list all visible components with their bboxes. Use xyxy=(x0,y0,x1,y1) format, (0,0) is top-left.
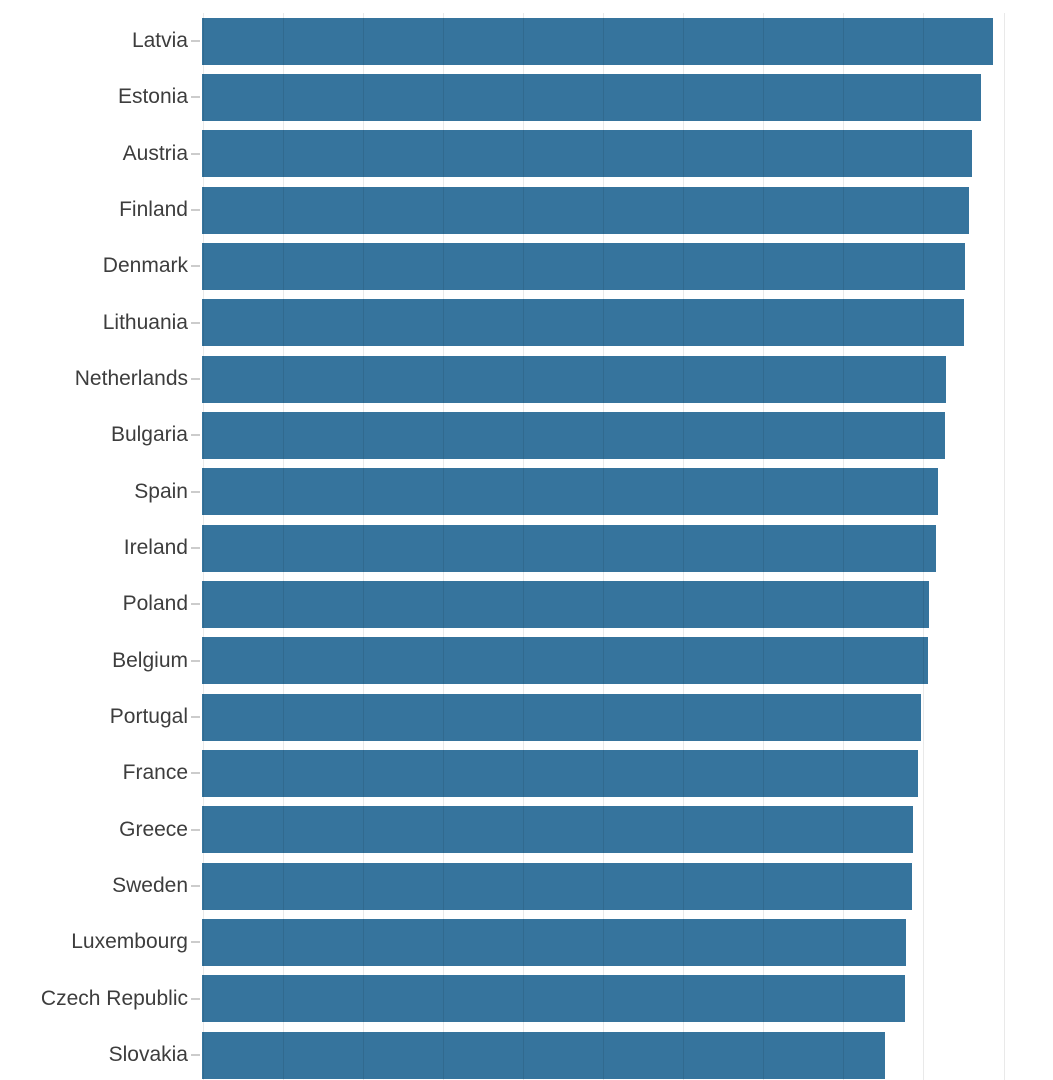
axis-tick xyxy=(191,716,200,719)
axis-tick xyxy=(191,96,200,99)
axis-tick xyxy=(191,828,200,831)
gridline xyxy=(1003,13,1005,1080)
axis-tick xyxy=(191,997,200,1000)
axis-tick xyxy=(191,434,200,437)
axis-tick xyxy=(191,941,200,944)
category-label: Austria xyxy=(122,141,188,165)
axis-tick xyxy=(191,40,200,43)
axis-tick xyxy=(191,209,200,212)
category-label: Poland xyxy=(122,592,188,616)
category-label: Portugal xyxy=(109,705,188,729)
category-label: Finland xyxy=(119,198,188,222)
category-label: Sweden xyxy=(112,874,188,898)
bar xyxy=(202,693,922,741)
bar xyxy=(202,130,972,178)
axis-tick xyxy=(191,547,200,550)
bar xyxy=(202,355,947,403)
axis-tick xyxy=(191,265,200,268)
category-label: Slovakia xyxy=(108,1043,188,1067)
axis-tick xyxy=(191,378,200,381)
axis-tick xyxy=(191,603,200,606)
axis-tick xyxy=(191,885,200,888)
category-label: Latvia xyxy=(131,29,188,53)
category-label: Belgium xyxy=(112,648,188,672)
bar xyxy=(202,186,969,234)
bar xyxy=(202,580,929,628)
axis-tick xyxy=(191,490,200,493)
axis-tick xyxy=(191,1054,200,1057)
category-label: Lithuania xyxy=(102,310,188,334)
category-label: Netherlands xyxy=(74,367,188,391)
category-label: Denmark xyxy=(102,254,188,278)
axis-tick xyxy=(191,152,200,155)
bar xyxy=(202,975,906,1023)
bar xyxy=(202,524,936,572)
category-label: Greece xyxy=(119,817,188,841)
axis-tick xyxy=(191,659,200,662)
bar xyxy=(202,73,981,121)
bar xyxy=(202,242,966,290)
bar xyxy=(202,862,912,910)
bar xyxy=(202,637,928,685)
category-label: Luxembourg xyxy=(71,930,188,954)
bar xyxy=(202,918,907,966)
bar xyxy=(202,749,919,797)
category-label: Ireland xyxy=(123,536,188,560)
category-label: Czech Republic xyxy=(40,986,188,1010)
bar xyxy=(202,17,993,65)
bar xyxy=(202,468,939,516)
axis-tick xyxy=(191,321,200,324)
category-label: Spain xyxy=(134,479,188,503)
category-label: Bulgaria xyxy=(110,423,188,447)
category-label: France xyxy=(122,761,188,785)
bar xyxy=(202,1031,885,1079)
axis-tick xyxy=(191,772,200,775)
bar xyxy=(202,806,914,854)
bar xyxy=(202,411,946,459)
bar xyxy=(202,299,964,347)
category-label: Estonia xyxy=(117,85,188,109)
